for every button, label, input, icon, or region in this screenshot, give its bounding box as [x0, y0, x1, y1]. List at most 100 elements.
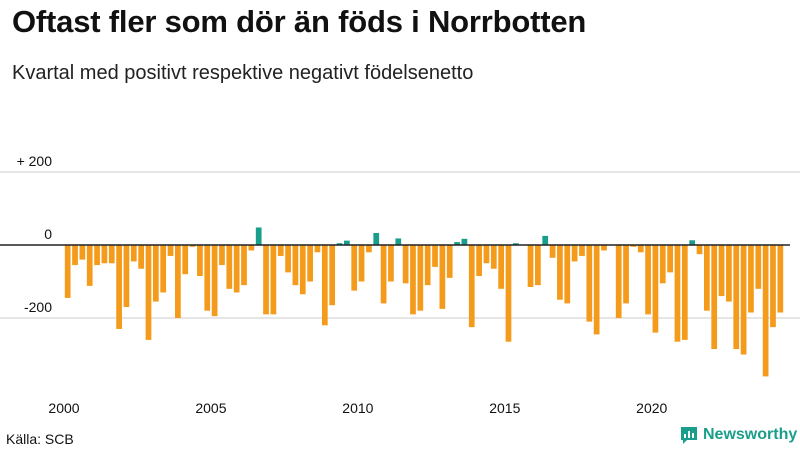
bar-45	[395, 238, 402, 245]
bar-18	[197, 245, 203, 277]
bar-59	[498, 245, 505, 289]
bar-77	[630, 245, 637, 247]
chart-title: Oftast fler som dör än föds i Norrbotten	[12, 4, 587, 39]
y-tick-label-2: -200	[24, 299, 52, 315]
x-axis: 2000 2005 2010 2015 2020	[48, 400, 667, 416]
x-tick-label-2010: 2010	[342, 400, 373, 416]
y-tick-label-0: + 200	[17, 153, 53, 169]
x-tick-label-2020: 2020	[636, 400, 667, 416]
chart-subtitle: Kvartal med positivt respektive negativt…	[12, 62, 474, 84]
bar-41	[366, 245, 372, 253]
bar-9	[130, 245, 137, 262]
bar-13	[160, 245, 167, 293]
bar-27	[263, 245, 269, 315]
bar-1	[72, 245, 78, 266]
bar-12	[152, 245, 159, 302]
bar-26	[255, 227, 262, 245]
bar-80	[652, 245, 659, 333]
x-tick-label-2015: 2015	[489, 400, 520, 416]
y-axis: + 200 0 -200	[17, 153, 53, 315]
bar-46	[402, 245, 409, 284]
bar-29	[277, 245, 284, 256]
bar-24	[241, 245, 247, 286]
bar-92	[740, 245, 747, 355]
bar-25	[248, 245, 255, 251]
bar-16	[182, 245, 189, 275]
bar-55	[468, 245, 475, 328]
x-tick-label-2005: 2005	[195, 400, 226, 416]
bar-36	[329, 245, 336, 306]
bar-28	[270, 245, 277, 315]
bar-69	[571, 245, 578, 262]
bar-17	[189, 245, 196, 247]
bar-66	[549, 245, 556, 258]
bar-8	[123, 245, 130, 308]
bar-40	[358, 245, 365, 282]
bar-20	[211, 245, 218, 317]
x-tick-label-2000: 2000	[48, 400, 79, 416]
bar-61	[512, 243, 519, 245]
bar-31	[292, 245, 299, 286]
bar-44	[388, 245, 394, 282]
bar-58	[490, 245, 497, 269]
bar-87	[703, 245, 710, 311]
bar-54	[461, 238, 468, 245]
bar-72	[593, 245, 600, 335]
bar-33	[307, 245, 313, 282]
bar-91	[733, 245, 740, 350]
bar-83	[674, 245, 681, 342]
bar-76	[623, 245, 629, 304]
bar-2	[79, 245, 86, 260]
bar-42	[373, 232, 380, 245]
bar-51	[439, 245, 446, 309]
bar-47	[410, 245, 416, 315]
bar-50	[432, 245, 438, 267]
bar-64	[535, 245, 541, 286]
bar-22	[226, 245, 233, 289]
bar-series	[64, 227, 784, 377]
bar-90	[726, 245, 732, 302]
bar-81	[659, 245, 666, 284]
bar-84	[681, 245, 688, 340]
bar-85	[689, 240, 696, 245]
bar-65	[542, 235, 549, 246]
bar-30	[285, 245, 291, 273]
bar-15	[175, 245, 181, 318]
bar-35	[321, 245, 328, 326]
brand-logo: Newsworthy	[679, 425, 797, 445]
bar-97	[777, 245, 784, 313]
bar-52	[446, 245, 453, 278]
bar-48	[417, 245, 424, 311]
bar-23	[233, 245, 240, 293]
bar-37	[336, 243, 343, 245]
bar-86	[696, 245, 703, 255]
bar-34	[314, 245, 321, 253]
bar-5	[101, 245, 108, 264]
bar-89	[718, 245, 725, 297]
bar-96	[770, 245, 776, 328]
bar-4	[94, 245, 100, 266]
bar-10	[138, 245, 145, 269]
bar-67	[557, 245, 563, 300]
gridlines	[0, 171, 800, 319]
bar-73	[601, 245, 607, 251]
bar-53	[454, 242, 460, 245]
bar-82	[667, 245, 673, 273]
bar-32	[299, 245, 306, 295]
bar-43	[380, 245, 387, 304]
newsworthy-logo-icon	[681, 427, 697, 444]
bar-7	[116, 245, 122, 329]
bar-95	[762, 245, 769, 377]
bar-21	[219, 245, 225, 266]
bar-0	[64, 245, 71, 298]
bar-63	[527, 245, 534, 287]
bar-70	[579, 245, 585, 256]
bar-93	[748, 245, 754, 313]
bar-3	[86, 245, 93, 286]
bar-14	[167, 245, 174, 256]
bar-88	[711, 245, 718, 350]
y-tick-label-1: 0	[44, 226, 52, 242]
bar-60	[505, 245, 512, 342]
bar-38	[343, 240, 350, 245]
